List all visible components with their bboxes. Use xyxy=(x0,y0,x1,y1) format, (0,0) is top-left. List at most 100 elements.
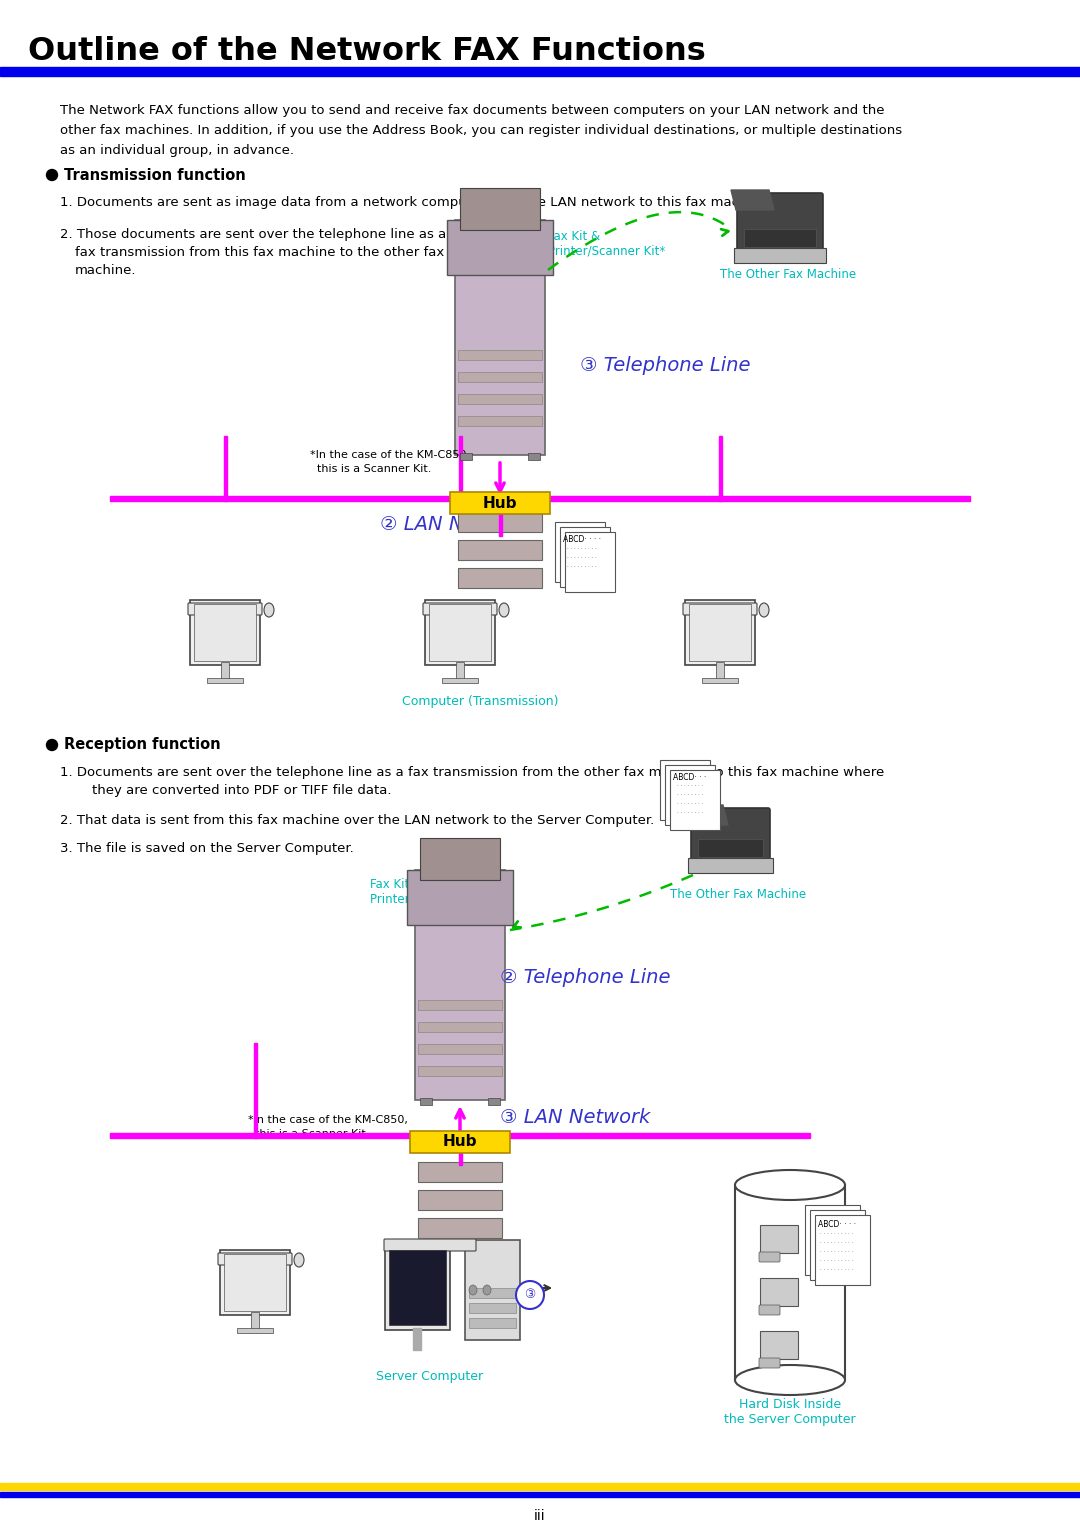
Circle shape xyxy=(516,1280,544,1309)
FancyBboxPatch shape xyxy=(683,604,757,614)
Bar xyxy=(459,1135,461,1164)
Text: Transmission function: Transmission function xyxy=(64,168,246,182)
Text: the Server Computer: the Server Computer xyxy=(725,1413,855,1426)
Bar xyxy=(670,770,720,830)
FancyBboxPatch shape xyxy=(384,1239,476,1251)
Bar xyxy=(702,678,738,683)
FancyBboxPatch shape xyxy=(759,1305,780,1316)
Text: Hub: Hub xyxy=(483,495,517,510)
Text: · · · · · · · · ·: · · · · · · · · · xyxy=(567,545,597,552)
Ellipse shape xyxy=(499,604,509,617)
Bar xyxy=(220,1250,291,1316)
Bar xyxy=(815,1215,870,1285)
Text: ABCD· · ·: ABCD· · · xyxy=(673,773,706,782)
Polygon shape xyxy=(731,189,774,209)
Bar xyxy=(469,1319,516,1328)
Text: Computer (Transmission): Computer (Transmission) xyxy=(402,695,558,707)
Text: as an individual group, in advance.: as an individual group, in advance. xyxy=(60,144,294,157)
FancyBboxPatch shape xyxy=(188,604,262,614)
Text: fax transmission from this fax machine to the other fax: fax transmission from this fax machine t… xyxy=(75,246,444,260)
Text: ABCD· · · ·: ABCD· · · · xyxy=(563,535,600,544)
Text: 3. The file is saved on the Server Computer.: 3. The file is saved on the Server Compu… xyxy=(60,842,354,856)
Bar xyxy=(561,527,610,587)
Text: they are converted into PDF or TIFF file data.: they are converted into PDF or TIFF file… xyxy=(75,784,391,798)
Bar xyxy=(810,1210,865,1280)
Bar xyxy=(460,188,540,231)
FancyBboxPatch shape xyxy=(691,808,770,866)
Text: machine.: machine. xyxy=(75,264,136,277)
Circle shape xyxy=(46,170,57,180)
Bar xyxy=(251,1313,259,1329)
Polygon shape xyxy=(685,805,728,825)
FancyBboxPatch shape xyxy=(423,604,497,614)
Text: 2. That data is sent from this fax machine over the LAN network to the Server Co: 2. That data is sent from this fax machi… xyxy=(60,814,654,827)
Bar xyxy=(555,523,605,582)
Bar xyxy=(689,604,751,662)
Bar xyxy=(224,1254,286,1311)
Bar xyxy=(458,350,542,361)
Bar xyxy=(418,1044,502,1054)
Bar xyxy=(805,1206,860,1274)
Text: · · · · · · · ·: · · · · · · · · xyxy=(677,810,703,814)
Bar xyxy=(384,1245,450,1329)
Text: Server Computer: Server Computer xyxy=(377,1371,484,1383)
Bar xyxy=(469,1288,516,1297)
Bar xyxy=(407,869,513,924)
Text: Outline of the Network FAX Functions: Outline of the Network FAX Functions xyxy=(28,37,705,67)
Text: · · · · · · · · · ·: · · · · · · · · · · xyxy=(821,1267,853,1271)
Bar xyxy=(420,1099,432,1105)
Bar xyxy=(456,662,464,680)
Text: Printer/Scanner Kit*: Printer/Scanner Kit* xyxy=(548,244,665,257)
Ellipse shape xyxy=(735,1365,845,1395)
Bar xyxy=(418,1022,502,1031)
Bar xyxy=(660,759,710,821)
Text: · · · · · · · · ·: · · · · · · · · · xyxy=(567,555,597,559)
Bar xyxy=(429,604,491,662)
Text: · · · · · · · · · ·: · · · · · · · · · · xyxy=(821,1232,853,1236)
Bar xyxy=(194,604,256,662)
Bar xyxy=(685,601,755,665)
Bar xyxy=(450,492,550,513)
Bar xyxy=(716,662,724,680)
Text: · · · · · · · ·: · · · · · · · · xyxy=(677,792,703,798)
Bar xyxy=(418,1218,502,1238)
Bar xyxy=(458,568,542,588)
Bar xyxy=(698,839,762,857)
Text: other fax machines. In addition, if you use the Address Book, you can register i: other fax machines. In addition, if you … xyxy=(60,124,902,138)
Text: 1. Documents are sent as image data from a network computer over the LAN network: 1. Documents are sent as image data from… xyxy=(60,196,772,209)
Bar xyxy=(254,1044,257,1138)
Bar xyxy=(410,1131,510,1154)
Text: Hard Disk Inside: Hard Disk Inside xyxy=(739,1398,841,1410)
Bar xyxy=(744,229,816,248)
Bar xyxy=(458,512,542,532)
Bar xyxy=(458,539,542,559)
Bar xyxy=(237,1328,273,1332)
Bar xyxy=(0,1491,1080,1497)
Ellipse shape xyxy=(264,604,274,617)
Text: this is a Scanner Kit.: this is a Scanner Kit. xyxy=(248,1129,369,1138)
Text: The Other Fax Machine: The Other Fax Machine xyxy=(670,888,806,902)
Text: Hub: Hub xyxy=(443,1134,477,1149)
Ellipse shape xyxy=(294,1253,303,1267)
Bar xyxy=(718,435,721,501)
Bar xyxy=(0,67,1080,76)
FancyBboxPatch shape xyxy=(759,1251,780,1262)
Bar xyxy=(565,532,615,591)
Bar xyxy=(110,1132,810,1138)
Text: this is a Scanner Kit.: this is a Scanner Kit. xyxy=(310,465,431,474)
Text: The Other Fax Machine: The Other Fax Machine xyxy=(720,267,856,281)
Bar xyxy=(469,1303,516,1313)
Text: · · · · · · · · · ·: · · · · · · · · · · xyxy=(821,1258,853,1264)
Bar xyxy=(447,220,553,275)
Text: ③ LAN Network: ③ LAN Network xyxy=(500,1108,650,1128)
Text: · · · · · · · · ·: · · · · · · · · · xyxy=(567,564,597,568)
Bar xyxy=(418,1161,502,1183)
Bar xyxy=(458,394,542,403)
Bar xyxy=(760,1225,798,1253)
Bar xyxy=(760,1331,798,1358)
Bar xyxy=(735,1186,845,1380)
Text: ② LAN Network: ② LAN Network xyxy=(380,515,530,533)
Bar xyxy=(389,1250,446,1325)
Ellipse shape xyxy=(483,1285,491,1296)
Text: ③ Telephone Line: ③ Telephone Line xyxy=(580,356,751,374)
